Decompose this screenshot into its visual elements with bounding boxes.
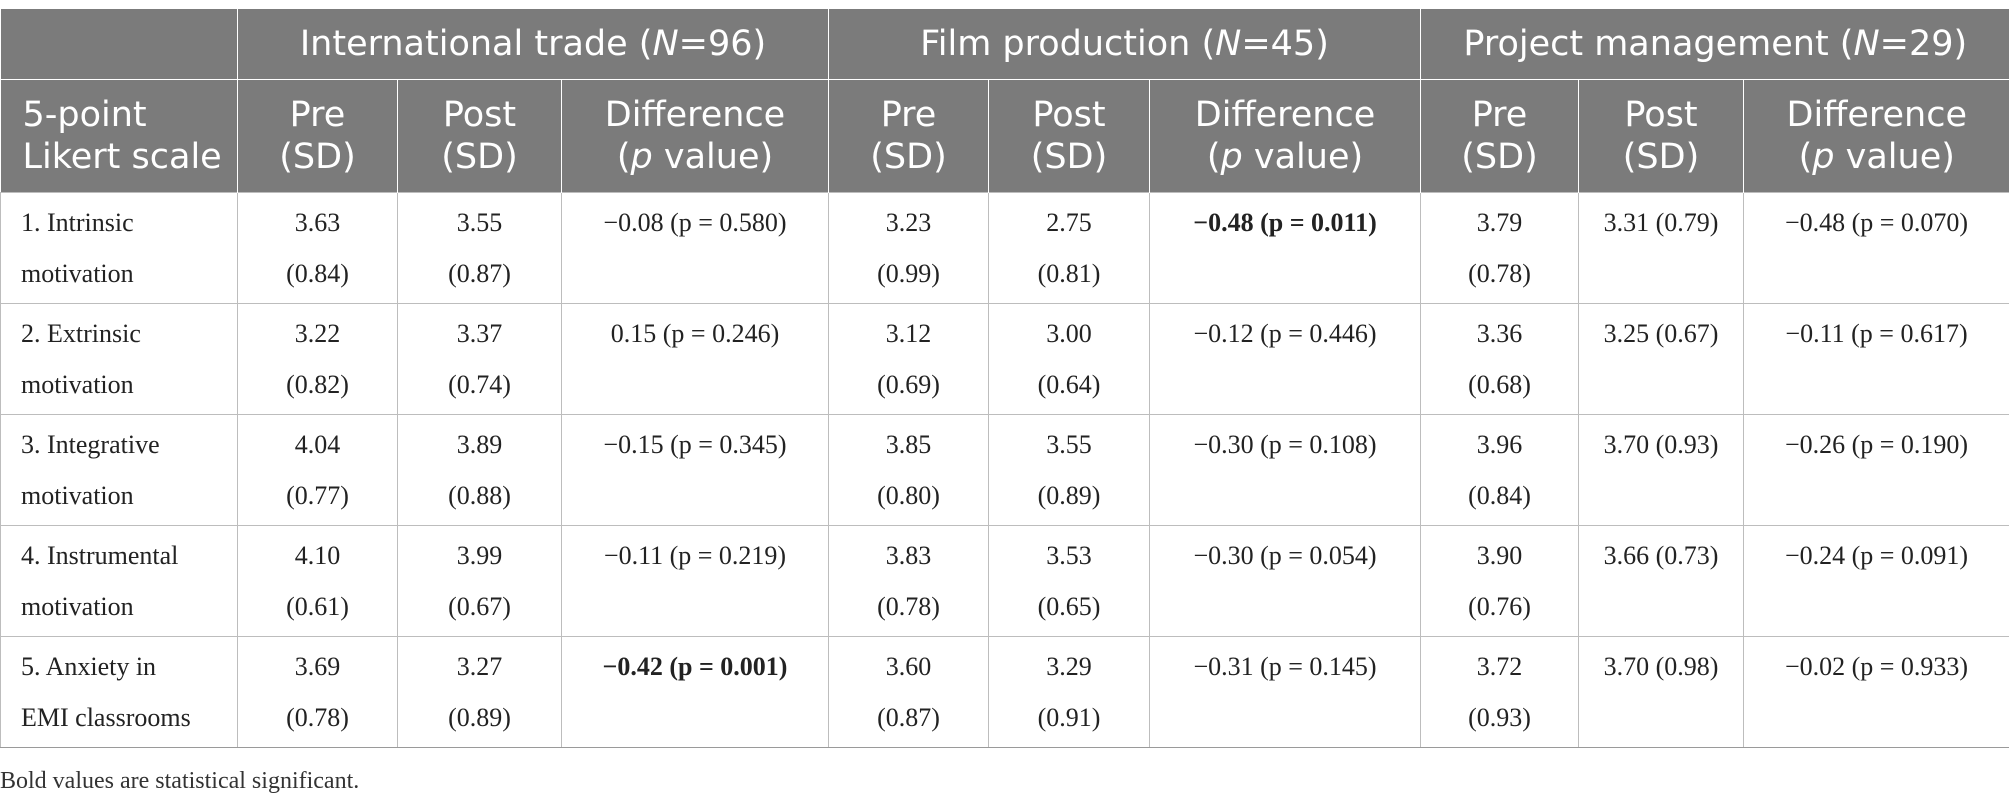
fp-pre-cell: 3.12 (0.69) (828, 303, 990, 415)
it-post-cell: 3.27 (0.89) (397, 636, 562, 748)
pm-post-cell: 3.25 (0.67) (1578, 303, 1745, 415)
pre-header: Pre (SD) (1420, 79, 1580, 193)
group-header-row: International trade (N=96) Film producti… (0, 9, 2009, 80)
pm-pre-cell: 3.90 (0.76) (1420, 525, 1580, 637)
it-diff-cell: −0.08 (p = 0.580) (560, 192, 830, 304)
results-table: International trade (N=96) Film producti… (0, 9, 2009, 748)
pm-pre-cell: 3.96 (0.84) (1420, 414, 1580, 526)
it-pre-cell: 3.69 (0.78) (237, 636, 398, 748)
table-row: 1. Intrinsic motivation 3.63 (0.84) 3.55 (0… (0, 192, 2009, 304)
it-diff-cell-significant: −0.42 (p = 0.001) (560, 636, 830, 748)
difference-header: Difference (p value) (561, 79, 830, 193)
fp-post-cell: 3.00 (0.64) (988, 303, 1151, 415)
difference-header: Difference (p value) (1743, 79, 2009, 193)
it-pre-cell: 4.10 (0.61) (237, 525, 398, 637)
it-post-cell: 3.55 (0.87) (397, 192, 562, 304)
group-header-project-management: Project management (N=29) (1420, 9, 2009, 80)
pm-post-cell: 3.70 (0.93) (1578, 414, 1745, 526)
fp-post-cell: 3.53 (0.65) (988, 525, 1151, 637)
fp-pre-cell: 3.60 (0.87) (828, 636, 990, 748)
table-row: 2. Extrinsic motivation 3.22 (0.82) 3.37 (0… (0, 303, 2009, 415)
pm-diff-cell: −0.11 (p = 0.617) (1743, 303, 2009, 415)
it-pre-cell: 4.04 (0.77) (237, 414, 398, 526)
fp-post-cell: 3.55 (0.89) (988, 414, 1151, 526)
it-post-cell: 3.37 (0.74) (397, 303, 562, 415)
pm-post-cell: 3.66 (0.73) (1578, 525, 1745, 637)
fp-diff-cell: −0.12 (p = 0.446) (1149, 303, 1422, 415)
fp-post-cell: 2.75 (0.81) (988, 192, 1151, 304)
table-row: 4. Instrumental motivation 4.10 (0.61) 3.9… (0, 525, 2009, 637)
pm-post-cell: 3.31 (0.79) (1578, 192, 1745, 304)
row-label: 1. Intrinsic motivation (0, 192, 238, 304)
corner-header (0, 9, 238, 80)
pm-pre-cell: 3.72 (0.93) (1420, 636, 1580, 748)
row-label: 4. Instrumental motivation (0, 525, 238, 637)
fp-diff-cell: −0.30 (p = 0.054) (1149, 525, 1422, 637)
post-header: Post (SD) (397, 79, 562, 193)
row-label: 3. Integrative motivation (0, 414, 238, 526)
fp-post-cell: 3.29 (0.91) (988, 636, 1151, 748)
post-header: Post (SD) (988, 79, 1151, 193)
pm-diff-cell: −0.02 (p = 0.933) (1743, 636, 2009, 748)
fp-diff-cell: −0.30 (p = 0.108) (1149, 414, 1422, 526)
it-diff-cell: −0.15 (p = 0.345) (560, 414, 830, 526)
fp-pre-cell: 3.23 (0.99) (828, 192, 990, 304)
scale-header: 5-point Likert scale (0, 79, 238, 193)
fp-pre-cell: 3.85 (0.80) (828, 414, 990, 526)
row-label: 5. Anxiety in EMI classrooms (0, 636, 238, 748)
it-diff-cell: −0.11 (p = 0.219) (560, 525, 830, 637)
pm-post-cell: 3.70 (0.98) (1578, 636, 1745, 748)
fp-diff-cell-significant: −0.48 (p = 0.011) (1149, 192, 1422, 304)
column-header-row: 5-point Likert scale Pre (SD) Post (SD) Dif… (0, 79, 2009, 193)
pre-header: Pre (SD) (828, 79, 990, 193)
pm-diff-cell: −0.24 (p = 0.091) (1743, 525, 2009, 637)
fp-diff-cell: −0.31 (p = 0.145) (1149, 636, 1422, 748)
pm-diff-cell: −0.48 (p = 0.070) (1743, 192, 2009, 304)
pm-pre-cell: 3.79 (0.78) (1420, 192, 1580, 304)
fp-pre-cell: 3.83 (0.78) (828, 525, 990, 637)
it-diff-cell: 0.15 (p = 0.246) (560, 303, 830, 415)
it-pre-cell: 3.22 (0.82) (237, 303, 398, 415)
it-post-cell: 3.89 (0.88) (397, 414, 562, 526)
it-pre-cell: 3.63 (0.84) (237, 192, 398, 304)
table-row: 5. Anxiety in EMI classrooms 3.69 (0.78) 3… (0, 636, 2009, 748)
pm-diff-cell: −0.26 (p = 0.190) (1743, 414, 2009, 526)
row-label: 2. Extrinsic motivation (0, 303, 238, 415)
pre-header: Pre (SD) (237, 79, 398, 193)
it-post-cell: 3.99 (0.67) (397, 525, 562, 637)
table-row: 3. Integrative motivation 4.04 (0.77) 3.89… (0, 414, 2009, 526)
table-footnote: Bold values are statistical significant. (0, 768, 360, 794)
pm-pre-cell: 3.36 (0.68) (1420, 303, 1580, 415)
group-header-film-production: Film production (N=45) (828, 9, 1422, 80)
group-header-international-trade: International trade (N=96) (237, 9, 830, 80)
post-header: Post (SD) (1578, 79, 1745, 193)
difference-header: Difference (p value) (1149, 79, 1422, 193)
